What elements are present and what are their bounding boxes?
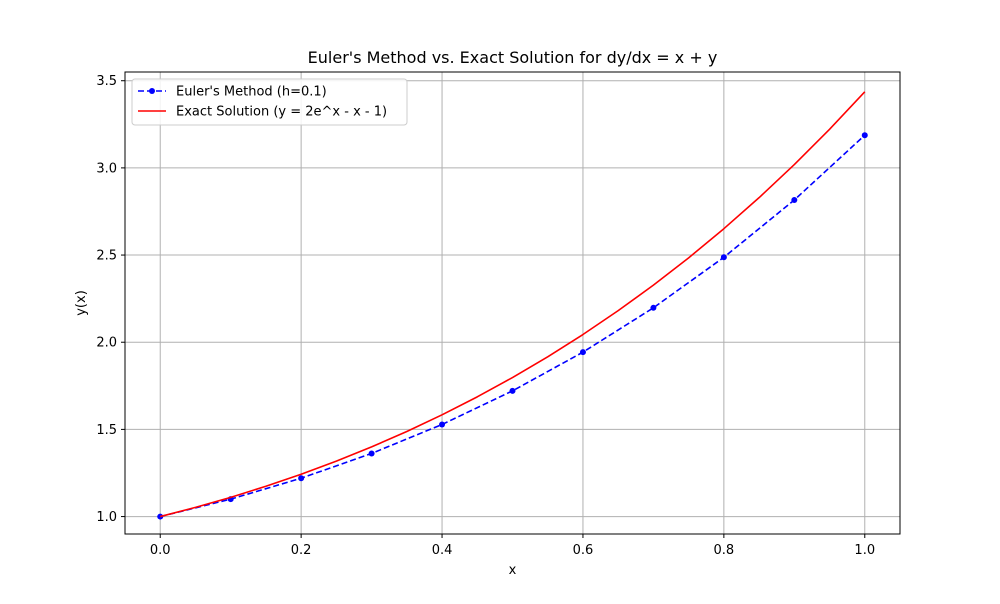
series-line-1 <box>160 91 866 518</box>
series-0-point <box>650 304 657 311</box>
legend-marker-0 <box>149 88 155 94</box>
series-0-point <box>791 196 798 203</box>
y-tick-label: 3.0 <box>96 161 117 176</box>
chart-title: Euler's Method vs. Exact Solution for dy… <box>308 48 718 67</box>
series-0-point <box>579 349 586 356</box>
grid-lines <box>125 72 900 534</box>
y-tick-label: 2.5 <box>96 249 117 264</box>
x-axis-label: x <box>509 563 517 578</box>
legend-label-0: Euler's Method (h=0.1) <box>176 85 327 100</box>
series-0-point <box>368 450 375 457</box>
plot-area-frame <box>124 71 901 535</box>
plot-series <box>157 91 868 520</box>
series-line-0 <box>160 134 866 518</box>
x-tick-label: 1.0 <box>854 543 875 558</box>
series-0-point <box>509 387 516 394</box>
legend-box <box>131 78 408 126</box>
x-tick-label: 0.8 <box>714 543 735 558</box>
x-tick-label: 0.0 <box>150 543 171 558</box>
y-tick-label: 2.0 <box>96 336 117 351</box>
y-tick-label: 1.0 <box>96 510 117 525</box>
legend: Euler's Method (h=0.1) Exact Solution (y … <box>131 78 408 126</box>
x-tick-label: 0.6 <box>573 543 594 558</box>
series-0-point <box>298 475 305 482</box>
y-tick-label: 1.5 <box>96 423 117 438</box>
axis-ticks: 0.0 0.2 0.4 0.6 0.8 1.0 1.0 1.5 2.0 2.5 3.0 3.5 <box>96 74 875 558</box>
series-0-point <box>157 513 164 520</box>
y-tick-label: 3.5 <box>96 74 117 89</box>
series-0-point <box>720 254 727 261</box>
y-axis-label: y(x) <box>74 290 89 316</box>
x-tick-label: 0.4 <box>432 543 453 558</box>
series-0-point <box>439 421 446 428</box>
legend-label-1: Exact Solution (y = 2e^x - x - 1) <box>176 105 387 120</box>
x-tick-label: 0.2 <box>291 543 312 558</box>
series-0-point <box>861 132 868 139</box>
